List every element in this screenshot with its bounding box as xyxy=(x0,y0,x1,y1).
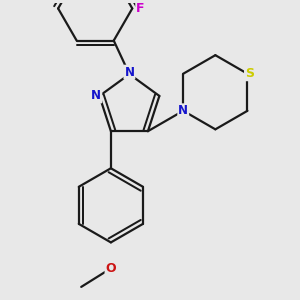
Text: N: N xyxy=(91,89,101,103)
Text: N: N xyxy=(178,104,188,117)
Text: S: S xyxy=(245,67,254,80)
Text: F: F xyxy=(136,2,145,15)
Text: O: O xyxy=(106,262,116,275)
Text: N: N xyxy=(124,66,134,79)
